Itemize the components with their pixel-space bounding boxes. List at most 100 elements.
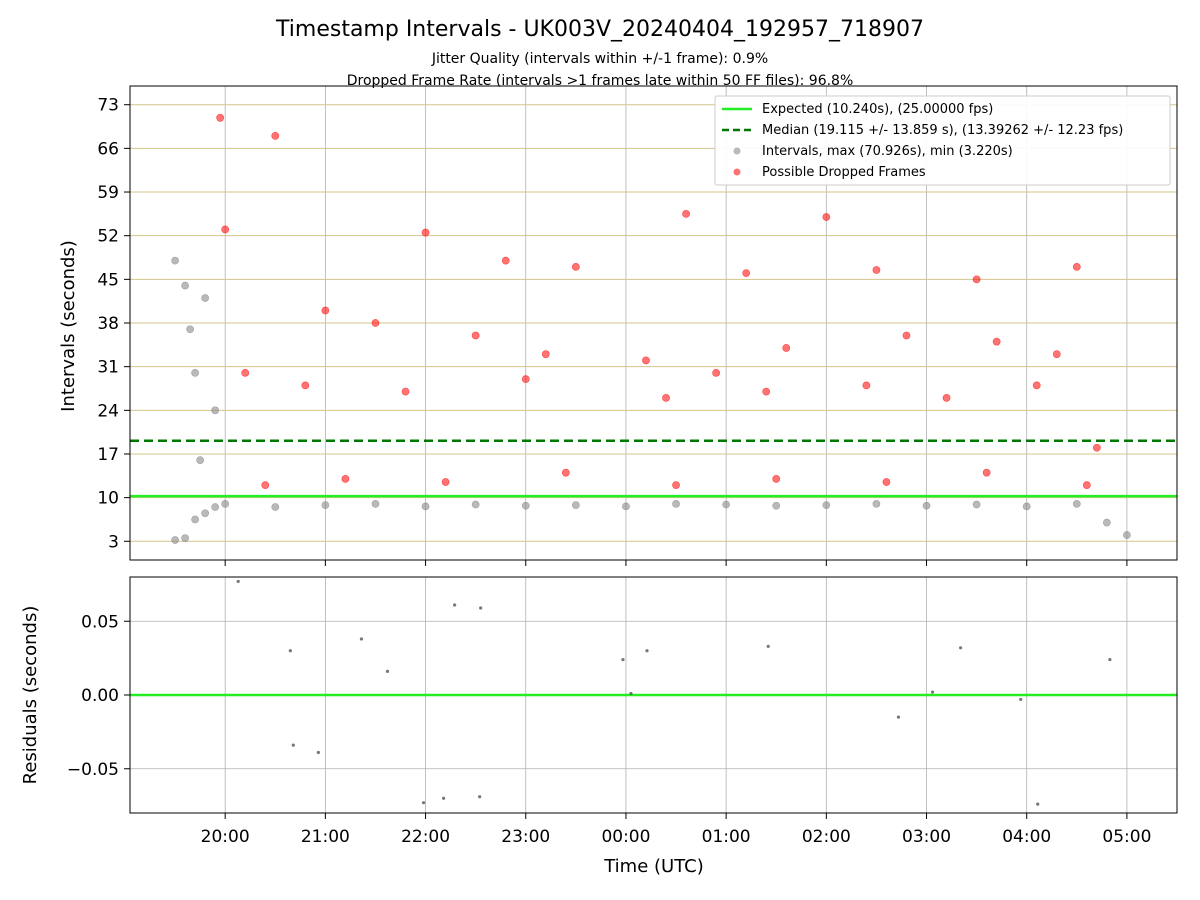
interval-point — [722, 500, 731, 509]
top-y-tick-label: 73 — [97, 96, 119, 116]
x-tick-label: 23:00 — [501, 827, 550, 847]
dropped-frame-point — [421, 228, 430, 237]
dropped-frame-point — [221, 225, 230, 234]
interval-point — [221, 499, 230, 508]
interval-point — [571, 501, 580, 510]
interval-point — [211, 503, 220, 511]
dropped-frame-point — [521, 375, 530, 384]
top-y-tick-label: 45 — [97, 270, 119, 290]
dropped-frame-point — [321, 306, 330, 315]
top-y-axis-label: Intervals (seconds) — [58, 240, 79, 412]
residuals-plot: 0.05 0.00 −0.05 20:00 21:00 22:00 23:00 00:00 01… — [67, 576, 1178, 847]
chart-subtitle-jitter: Jitter Quality (intervals within +/-1 fr… — [431, 51, 768, 67]
residual-point — [645, 649, 649, 653]
residual-point — [453, 603, 457, 607]
chart-title: Timestamp Intervals - UK003V_20240404_19… — [275, 17, 924, 42]
interval-point — [772, 501, 781, 510]
x-axis-label: Time (UTC) — [603, 856, 704, 877]
interval-point — [672, 499, 680, 508]
dropped-frame-point — [772, 475, 781, 483]
interval-point — [201, 509, 210, 518]
top-plot-frame — [129, 85, 1178, 561]
legend-intervals-marker — [733, 147, 741, 155]
residual-point — [236, 579, 240, 584]
interval-point — [321, 501, 330, 510]
residual-point — [896, 715, 901, 719]
dropped-frame-point — [742, 269, 751, 278]
residual-point — [421, 801, 426, 805]
interval-point — [181, 281, 190, 290]
dropped-frame-point — [1072, 262, 1081, 271]
residual-point — [766, 644, 770, 648]
x-tick-label: 00:00 — [601, 827, 650, 847]
x-tick-label: 22:00 — [401, 827, 450, 847]
interval-point — [191, 368, 200, 377]
dropped-frame-point — [1082, 481, 1091, 490]
bottom-y-axis-label: Residuals (seconds) — [20, 606, 41, 785]
dropped-frame-point — [301, 381, 310, 390]
interval-point — [972, 500, 981, 509]
residual-point — [1019, 697, 1023, 702]
dropped-frame-point — [1052, 350, 1061, 359]
residual-point — [479, 606, 483, 610]
residual-point — [1108, 658, 1112, 662]
dropped-frame-point — [341, 475, 350, 483]
interval-point — [471, 500, 480, 509]
dropped-frame-point — [541, 350, 550, 359]
residual-point — [288, 649, 292, 653]
interval-point — [1022, 502, 1031, 511]
bottom-y-tick-label: −0.05 — [67, 760, 119, 780]
interval-point — [1123, 531, 1131, 539]
interval-point — [1072, 499, 1081, 508]
top-y-tick-label: 52 — [97, 227, 119, 247]
residual-point — [441, 796, 446, 800]
dropped-frame-point — [216, 113, 225, 122]
legend-expected-label: Expected (10.240s), (25.00000 fps) — [762, 102, 993, 117]
interval-point — [171, 256, 179, 265]
top-y-tick-label: 3 — [108, 532, 119, 552]
residual-point — [1036, 802, 1040, 806]
residual-point — [385, 669, 390, 674]
dropped-frame-point — [672, 481, 680, 490]
dropped-frame-point — [982, 468, 991, 477]
interval-point — [1102, 518, 1111, 527]
dropped-frame-point — [1032, 381, 1041, 390]
interval-point — [622, 502, 630, 511]
x-tick-label: 02:00 — [802, 827, 851, 847]
interval-point — [822, 501, 831, 510]
dropped-frame-point — [662, 393, 670, 402]
top-y-tick-label: 59 — [97, 183, 119, 203]
residual-point — [478, 795, 482, 799]
dropped-frame-point — [872, 266, 881, 274]
interval-point — [181, 534, 190, 543]
x-tick-label: 03:00 — [902, 827, 951, 847]
dropped-frame-point — [762, 387, 771, 396]
dropped-frame-point — [571, 262, 580, 271]
dropped-frame-point — [822, 213, 831, 221]
bottom-plot-frame — [129, 576, 1178, 814]
x-tick-label: 20:00 — [201, 827, 250, 847]
interval-point — [371, 499, 380, 508]
residual-point — [359, 637, 364, 641]
dropped-frame-point — [862, 381, 871, 390]
residual-point — [930, 690, 935, 694]
top-y-tick-label: 17 — [97, 445, 119, 465]
top-y-tick-label: 10 — [97, 489, 119, 509]
dropped-frame-point — [371, 319, 380, 327]
interval-point — [521, 501, 530, 510]
bottom-y-tick-label: 0.00 — [81, 686, 119, 706]
dropped-frame-point — [401, 387, 410, 396]
interval-point — [271, 503, 280, 511]
top-y-tick-label: 31 — [97, 358, 119, 378]
dropped-frame-point — [882, 478, 891, 486]
x-tick-label: 05:00 — [1102, 827, 1151, 847]
interval-point — [191, 515, 200, 524]
residual-point — [291, 743, 295, 747]
interval-point — [922, 501, 931, 510]
legend-median-label: Median (19.115 +/- 13.859 s), (13.39262 … — [762, 123, 1123, 138]
interval-point — [421, 502, 430, 511]
interval-point — [872, 499, 881, 508]
residual-points — [236, 579, 1112, 806]
interval-point — [171, 536, 179, 544]
